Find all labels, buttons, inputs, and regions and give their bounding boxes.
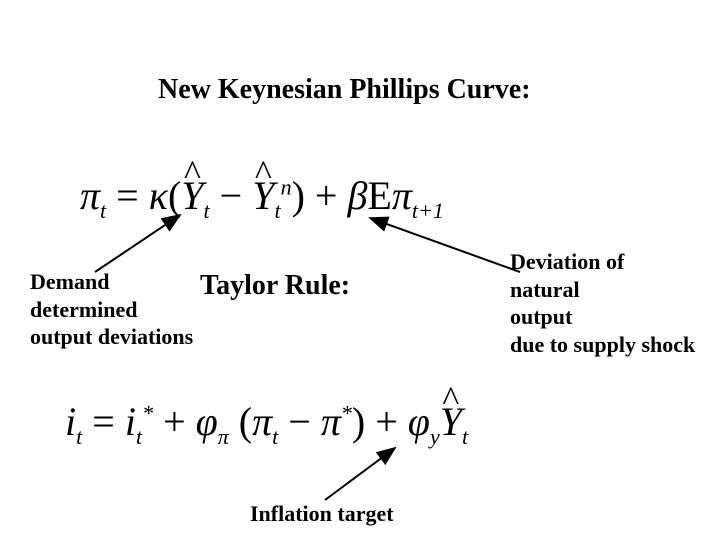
title-phillips: New Keynesian Phillips Curve: [158,74,531,106]
eq1-E: E [367,173,391,218]
eq2-equals: = [92,399,115,444]
eq2-pistar: π* [321,399,352,444]
label-dev-l4: due to supply shock [510,332,695,357]
eq2-minus: − [288,399,311,444]
title-taylor: Taylor Rule: [200,270,350,302]
eq2-i2: it* [125,399,153,444]
label-demand-l3: output deviations [30,324,193,349]
equation-phillips: πt = κ(Yt − Ytn) + βEπt+1 [80,172,444,224]
label-dev-l2: natural [510,277,580,302]
eq2-phipi: φπ [196,399,229,444]
label-dev-l1: Deviation of [510,249,624,274]
label-demand: Demand determined output deviations [30,268,193,351]
eq2-rparen: ) [352,399,365,444]
eq2-plus1: + [163,399,186,444]
eq2-plus2: + [375,399,398,444]
label-demand-l1: Demand [30,269,109,294]
label-inflation-target: Inflation target [250,500,394,528]
eq2-lparen: ( [239,399,252,444]
eq2-i1: it [65,399,82,444]
label-dev-l3: output [510,304,572,329]
eq1-minus: − [220,173,243,218]
eq1-beta: β [347,173,367,218]
eq1-pi: πt [80,173,106,218]
eq1-pi2: πt+1 [392,173,444,218]
eq1-equals: = [116,173,139,218]
arrow-inflation [325,448,395,500]
label-deviation: Deviation of natural output due to suppl… [510,248,695,358]
eq1-plus: + [315,173,338,218]
eq1-rparen: ) [292,173,305,218]
eq1-kappa: κ [149,173,168,218]
eq1-yhat1: Yt [181,173,209,218]
eq2-pit: πt [252,399,278,444]
label-demand-l2: determined [30,297,138,322]
arrow-deviation [370,218,520,272]
equation-taylor: it = it* + φπ (πt − π*) + φyYt [65,398,468,450]
eq2-phiy: φy [408,399,440,444]
eq2-yhat: Yt [440,399,468,444]
eq1-lparen: ( [168,173,181,218]
eq1-yhat2: Ytn [252,173,291,218]
